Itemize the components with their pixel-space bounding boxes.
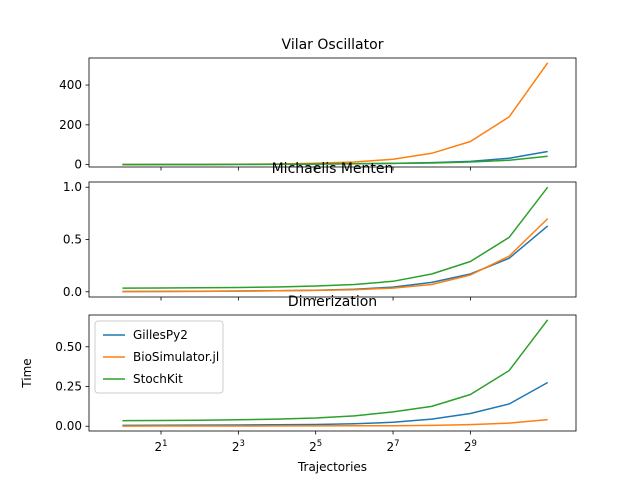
panel-title: Michaelis Menten — [272, 161, 394, 177]
plot-frame — [88, 57, 577, 168]
legend-label-biosimulator-jl: BioSimulator.jl — [133, 350, 219, 364]
series-line-gillespy2 — [122, 381, 549, 427]
legend-box — [94, 320, 224, 394]
y-tick-label: 0.25 — [55, 380, 82, 394]
y-tick-label: 1.0 — [63, 180, 82, 194]
series-line-biosimulator-jl — [122, 218, 549, 293]
panel-vilar-oscillator: 0 200 400 Vilar Oscillator — [59, 37, 577, 172]
y-axis-label: Time — [20, 358, 34, 388]
series-line-stochkit — [122, 186, 549, 289]
x-tick-label: 25 — [309, 439, 322, 454]
legend-label-stochkit: StochKit — [133, 372, 183, 386]
plot-frame — [88, 314, 577, 432]
x-tick-label: 27 — [387, 439, 400, 454]
panel-title: Dimerization — [288, 294, 377, 310]
x-axis-label: Trajectories — [297, 460, 367, 474]
series-line-stochkit — [122, 319, 549, 422]
panel-dimerization: 0.00 0.25 0.50 21 23 25 27 29 Dimerization Time — [20, 294, 577, 454]
y-tick-label: 0 — [74, 158, 82, 172]
series-line-biosimulator-jl — [122, 418, 548, 427]
y-tick-label: 0.5 — [63, 233, 82, 247]
panel-title: Vilar Oscillator — [282, 37, 384, 53]
legend: GillesPy2 BioSimulator.jl StochKit — [94, 320, 224, 394]
y-tick-label: 0.50 — [55, 340, 82, 354]
x-tick-label: 23 — [232, 439, 245, 454]
y-tick-label: 0.00 — [55, 419, 82, 433]
legend-label-gillespy2: GillesPy2 — [133, 328, 188, 342]
y-tick-label: 400 — [59, 78, 82, 92]
y-tick-label: 0.0 — [63, 285, 82, 299]
x-tick-label: 21 — [154, 439, 167, 454]
panels: 0 200 400 Vilar Oscillator 0.0 0.5 1.0 Michaeli… — [20, 37, 577, 454]
series-line-stochkit — [122, 155, 548, 166]
y-tick-label: 200 — [59, 118, 82, 132]
panel-michaelis-menten: 0.0 0.5 1.0 Michaelis Menten — [63, 161, 577, 301]
x-tick-label: 29 — [464, 439, 477, 454]
